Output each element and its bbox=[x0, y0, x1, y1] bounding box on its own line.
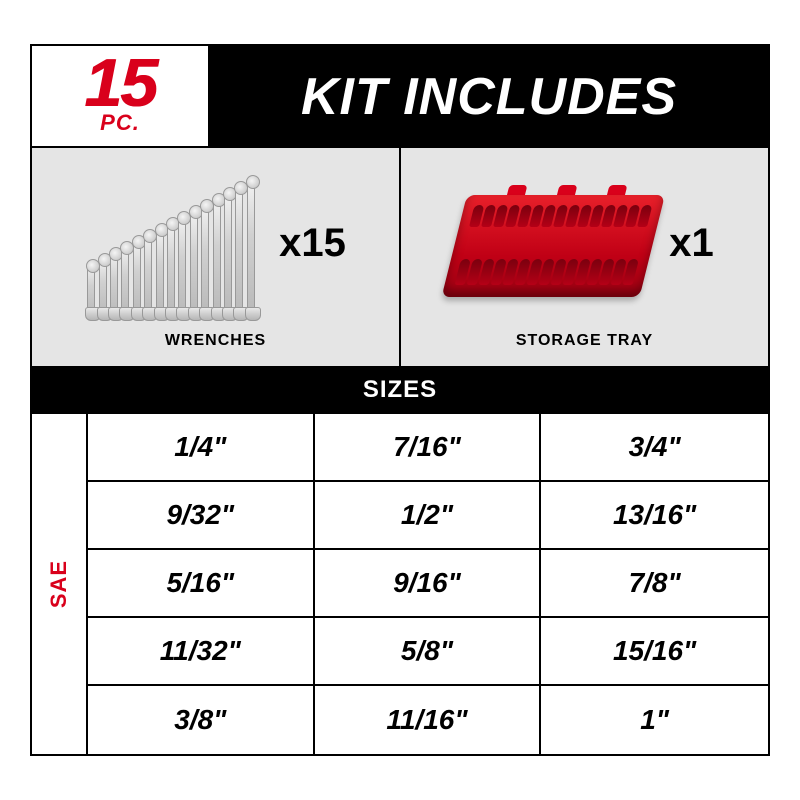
size-cell: 11/32" bbox=[88, 618, 315, 686]
contents-tray-cell: x1 STORAGE TRAY bbox=[401, 148, 768, 366]
size-cell: 1/2" bbox=[315, 482, 542, 550]
sae-label-column: SAE bbox=[32, 414, 88, 754]
tray-qty: x1 bbox=[669, 221, 714, 266]
header-row: 15 PC. KIT INCLUDES bbox=[32, 46, 768, 148]
size-cell: 7/8" bbox=[541, 550, 768, 618]
size-cell: 1/4" bbox=[88, 414, 315, 482]
size-cell: 5/16" bbox=[88, 550, 315, 618]
size-cell: 15/16" bbox=[541, 618, 768, 686]
kit-includes-card: 15 PC. KIT INCLUDES x15 WRENCHES bbox=[30, 44, 770, 756]
contents-row: x15 WRENCHES x1 STORAGE TRAY bbox=[32, 148, 768, 366]
storage-tray-icon bbox=[442, 189, 667, 297]
sae-label: SAE bbox=[46, 560, 72, 608]
piece-count-number: 15 bbox=[84, 56, 156, 112]
tray-label: STORAGE TRAY bbox=[516, 332, 653, 350]
wrenches-graphic-wrap: x15 bbox=[42, 162, 389, 324]
wrenches-qty: x15 bbox=[279, 221, 346, 266]
sizes-grid: 1/4"7/16"3/4" 9/32"1/2"13/16" 5/16"9/16"7/… bbox=[88, 414, 768, 754]
size-cell: 13/16" bbox=[541, 482, 768, 550]
wrenches-label: WRENCHES bbox=[165, 332, 266, 350]
size-cell: 5/8" bbox=[315, 618, 542, 686]
size-cell: 3/8" bbox=[88, 686, 315, 754]
size-cell: 9/32" bbox=[88, 482, 315, 550]
sizes-table-wrap: SAE 1/4"7/16"3/4" 9/32"1/2"13/16" 5/16"9/1… bbox=[32, 414, 768, 754]
size-cell: 7/16" bbox=[315, 414, 542, 482]
sizes-header: SIZES bbox=[32, 366, 768, 414]
tray-graphic-wrap: x1 bbox=[411, 162, 758, 324]
contents-wrenches-cell: x15 WRENCHES bbox=[32, 148, 401, 366]
kit-includes-title: KIT INCLUDES bbox=[210, 46, 768, 148]
size-cell: 11/16" bbox=[315, 686, 542, 754]
wrench-set-icon bbox=[85, 168, 263, 318]
size-cell: 3/4" bbox=[541, 414, 768, 482]
size-cell: 1" bbox=[541, 686, 768, 754]
size-cell: 9/16" bbox=[315, 550, 542, 618]
piece-count-unit: PC. bbox=[100, 110, 140, 136]
piece-count-badge: 15 PC. bbox=[32, 46, 210, 148]
